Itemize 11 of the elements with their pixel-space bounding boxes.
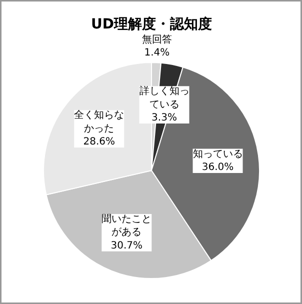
slice-label: 聞いたことがある [102, 212, 152, 238]
slice-label: 全く知らなかった [74, 109, 124, 134]
data-label: 3.3% [152, 112, 177, 124]
chart-title: UD理解度・認知度 [91, 16, 212, 32]
data-label: 36.0% [202, 162, 234, 173]
slice-label: 詳しく知っている [139, 85, 190, 110]
data-label: 30.7% [110, 240, 143, 252]
data-label: 28.6% [83, 136, 116, 148]
slice-label: 無回答 [142, 33, 172, 46]
slice-label: 知っている [192, 148, 243, 160]
data-label: 1.4% [144, 48, 170, 59]
